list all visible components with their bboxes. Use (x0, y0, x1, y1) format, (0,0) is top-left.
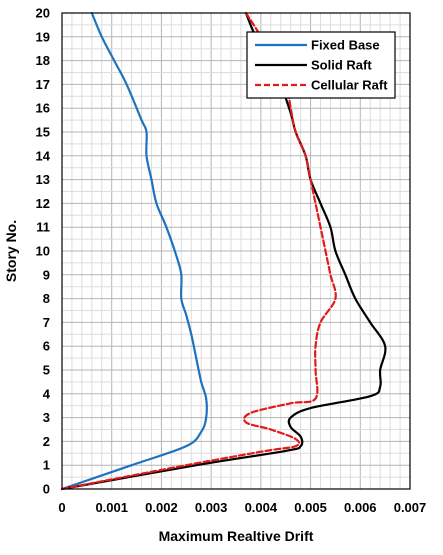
y-tick-label: 1 (43, 458, 50, 473)
series-line-cellular-raft (60, 11, 337, 491)
y-tick-label: 8 (43, 291, 50, 306)
y-tick-label: 20 (36, 6, 50, 21)
legend-label: Fixed Base (311, 38, 380, 53)
legend-label: Cellular Raft (311, 78, 388, 93)
x-tick-label: 0.005 (294, 500, 327, 515)
legend-label: Solid Raft (311, 58, 372, 73)
y-tick-label: 6 (43, 339, 50, 354)
x-tick-label: 0.007 (394, 500, 427, 515)
y-tick-label: 2 (43, 434, 50, 449)
legend: Fixed Base Solid Raft Cellular Raft (246, 31, 396, 99)
y-tick-label: 9 (43, 267, 50, 282)
y-tick-label: 13 (36, 172, 50, 187)
y-tick-label: 0 (43, 482, 50, 497)
series-layer (60, 11, 387, 491)
y-tick-label: 15 (36, 125, 50, 140)
x-tick-label: 0.001 (95, 500, 128, 515)
x-tick-label: 0.004 (245, 500, 278, 515)
x-tick-labels: 0 0.001 0.002 0.003 0.004 0.005 0.006 0.007 (58, 500, 426, 515)
y-tick-label: 12 (36, 196, 50, 211)
y-tick-label: 3 (43, 410, 50, 425)
x-tick-label: 0.003 (195, 500, 228, 515)
y-tick-label: 14 (36, 148, 51, 163)
y-axis-title: Story No. (3, 220, 19, 282)
y-tick-label: 4 (43, 386, 51, 401)
y-tick-label: 19 (36, 29, 50, 44)
series-line-fixed-base (60, 11, 208, 491)
x-tick-label: 0.006 (344, 500, 377, 515)
y-tick-label: 7 (43, 315, 50, 330)
x-tick-label: 0 (58, 500, 65, 515)
x-tick-label: 0.002 (145, 500, 178, 515)
y-tick-label: 16 (36, 101, 50, 116)
y-tick-label: 11 (36, 220, 50, 235)
y-tick-label: 17 (36, 77, 50, 92)
plot-frame (61, 12, 411, 490)
y-tick-label: 18 (36, 53, 50, 68)
x-axis-title: Maximum Realtive Drift (159, 528, 314, 544)
y-tick-label: 10 (36, 244, 50, 259)
y-tick-label: 5 (43, 363, 50, 378)
